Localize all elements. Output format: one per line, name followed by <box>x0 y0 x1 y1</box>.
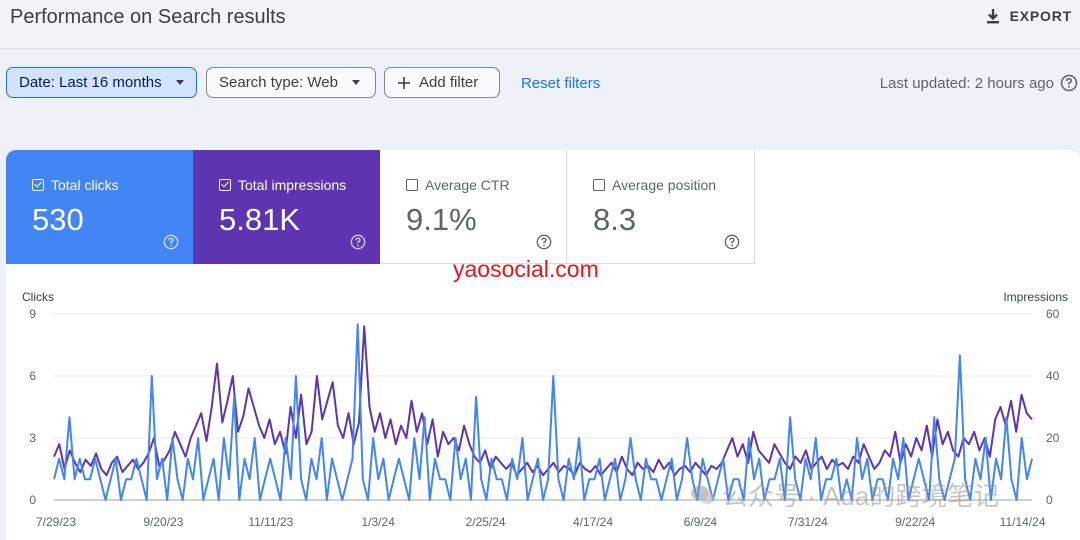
series-line-impressions <box>53 325 1033 477</box>
x-tick-label: 11/11/23 <box>248 515 293 529</box>
help-icon[interactable] <box>536 234 552 250</box>
x-tick-label: 7/31/24 <box>788 515 828 529</box>
reset-filters-link[interactable]: Reset filters <box>521 75 601 92</box>
x-tick-label: 7/29/23 <box>36 515 76 529</box>
metric-value: 5.81K <box>219 202 301 237</box>
dropdown-caret-icon <box>175 80 184 85</box>
metric-label-row: Average CTR <box>406 177 510 193</box>
x-tick-label: 9/22/24 <box>895 515 935 529</box>
metric-value: 530 <box>32 202 84 237</box>
metric-label: Average CTR <box>425 177 510 193</box>
metric-average-ctr[interactable]: Average CTR 9.1% <box>380 150 567 264</box>
metric-average-position[interactable]: Average position 8.3 <box>567 150 755 264</box>
metric-label: Total impressions <box>238 177 347 193</box>
help-icon[interactable] <box>350 234 366 250</box>
export-button[interactable]: EXPORT <box>984 7 1072 25</box>
left-tick-label: 3 <box>29 431 36 445</box>
left-tick-label: 6 <box>29 369 36 383</box>
left-axis-label: Clicks <box>22 290 54 304</box>
metric-label-row: Total clicks <box>32 177 119 193</box>
page-title: Performance on Search results <box>10 6 286 28</box>
checkbox-checked-icon[interactable] <box>219 179 231 191</box>
checkbox-unchecked-icon[interactable] <box>593 179 605 191</box>
search-type-label: Search type: Web <box>219 74 338 91</box>
x-tick-label: 2/25/24 <box>466 515 506 529</box>
date-filter-label: Date: Last 16 months <box>19 74 162 91</box>
x-tick-label: 11/14/24 <box>1000 515 1046 529</box>
right-tick-label: 60 <box>1046 307 1060 321</box>
right-axis-label: Impressions <box>1003 290 1068 304</box>
series-line-clicks <box>53 323 1033 501</box>
add-filter-button[interactable]: Add filter <box>384 67 500 98</box>
x-tick-label: 6/9/24 <box>684 515 718 529</box>
help-icon[interactable] <box>163 234 179 250</box>
wechat-watermark: 公众号 · Ada的跨境笔记 <box>690 476 999 513</box>
metric-label: Average position <box>612 177 717 193</box>
right-tick-label: 0 <box>1046 493 1053 507</box>
left-tick-label: 9 <box>29 307 36 321</box>
metric-label-row: Average position <box>593 177 716 193</box>
metric-label: Total clicks <box>51 177 119 193</box>
x-tick-label: 9/20/23 <box>143 515 183 529</box>
metric-value: 9.1% <box>406 202 477 237</box>
last-updated-text: Last updated: 2 hours ago <box>879 74 1054 92</box>
right-tick-label: 20 <box>1046 431 1060 445</box>
help-icon[interactable] <box>1060 74 1078 92</box>
x-tick-label: 4/17/24 <box>573 515 613 529</box>
date-filter-chip[interactable]: Date: Last 16 months <box>6 67 197 98</box>
wechat-logo-icon <box>691 485 715 504</box>
performance-card: Total clicks 530 Total impressions 5.81K… <box>6 150 1080 540</box>
performance-chart[interactable]: 9 606 403 200 07/29/23 9/20/23 11/11/23 1/3/24 2… <box>6 290 1080 540</box>
right-tick-label: 40 <box>1046 369 1060 383</box>
checkbox-checked-icon[interactable] <box>32 179 44 191</box>
left-tick-label: 0 <box>29 493 36 507</box>
add-filter-label: Add filter <box>419 74 479 91</box>
export-label: EXPORT <box>1009 8 1072 24</box>
search-type-chip[interactable]: Search type: Web <box>206 67 376 98</box>
checkbox-unchecked-icon[interactable] <box>406 179 418 191</box>
site-watermark: yaosocial.com <box>453 256 599 282</box>
wechat-watermark-text: 公众号 · Ada的跨境笔记 <box>722 481 1000 511</box>
plus-icon <box>398 76 410 89</box>
x-tick-label: 1/3/24 <box>362 515 396 529</box>
metric-label-row: Total impressions <box>219 177 346 193</box>
help-icon[interactable] <box>724 234 740 250</box>
download-icon <box>986 9 999 24</box>
last-updated: Last updated: 2 hours ago <box>880 74 1078 92</box>
metric-total-impressions[interactable]: Total impressions 5.81K <box>193 150 380 264</box>
metric-total-clicks[interactable]: Total clicks 530 <box>6 150 193 264</box>
metric-value: 8.3 <box>593 202 637 237</box>
page-header: Performance on Search results EXPORT <box>0 0 1080 49</box>
dropdown-caret-icon <box>351 80 360 85</box>
